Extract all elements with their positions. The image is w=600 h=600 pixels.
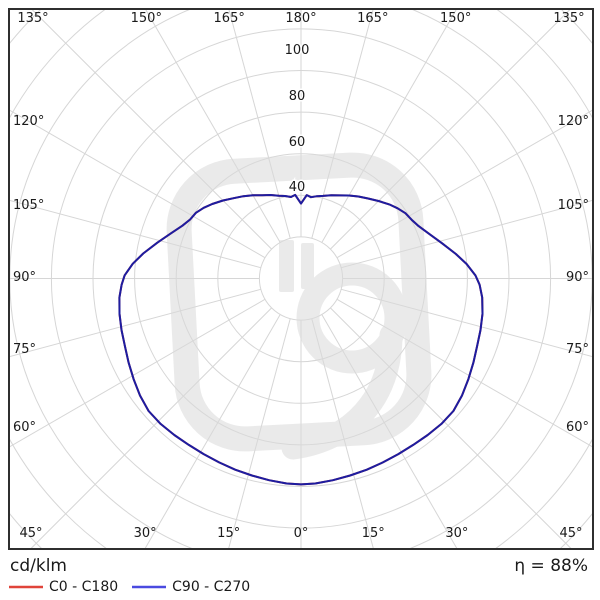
intensity-curves <box>118 193 484 486</box>
watermark-tail <box>281 323 403 460</box>
grid-radial-line <box>144 314 281 548</box>
angle-label: 135° <box>17 11 48 26</box>
grid-radial-line <box>228 318 291 548</box>
angle-label: 60° <box>566 420 589 435</box>
grid-radial-line <box>10 298 266 448</box>
angle-label: 45° <box>19 526 42 541</box>
angle-label: 180° <box>285 11 316 26</box>
angle-label: 40 <box>289 180 306 195</box>
legend-item-c0-c180: C0 - C180 <box>8 579 118 595</box>
angle-label: 165° <box>357 11 388 26</box>
angle-label: 80 <box>289 89 306 104</box>
grid-radial-line <box>321 314 458 548</box>
watermark-ring <box>296 262 408 374</box>
grid-radial-line <box>330 10 571 250</box>
legend-label-c90-c270: C90 - C270 <box>172 579 251 595</box>
axis-labels: 135° 150° 165° 180° 165° 150° 135° 45° 30° 15° 0° 1… <box>13 11 589 541</box>
legend-blue-line-icon <box>132 585 167 589</box>
grid-radial-line <box>336 109 592 259</box>
legend-red-line-icon <box>9 585 43 589</box>
grid-radial-line <box>145 10 281 243</box>
grid-radial-line <box>311 318 374 548</box>
angle-label: 120° <box>13 114 44 129</box>
angle-label: 15° <box>217 526 240 541</box>
legend: C0 - C180 C90 - C270 <box>8 579 263 595</box>
angle-label: 75° <box>13 342 36 357</box>
angle-label: 75° <box>566 342 589 357</box>
angle-label: 30° <box>445 526 468 541</box>
angle-label: 120° <box>558 114 589 129</box>
unit-label: cd/klm <box>10 556 67 576</box>
watermark-bar <box>279 240 294 292</box>
angle-label: 90° <box>13 270 36 285</box>
angle-label: 100 <box>285 43 310 58</box>
legend-label-c0-c180: C0 - C180 <box>49 579 119 595</box>
grid-radial-line <box>31 10 272 250</box>
grid-radial-line <box>10 109 266 259</box>
watermark-bar <box>301 243 314 289</box>
angle-label: 0° <box>294 526 309 541</box>
angle-label: 105° <box>13 198 44 213</box>
watermark-logo <box>166 152 432 460</box>
grid-radial-line <box>321 10 457 243</box>
angle-label: 90° <box>566 270 589 285</box>
angle-label: 15° <box>362 526 385 541</box>
angle-label: 150° <box>131 11 162 26</box>
angle-label: 105° <box>558 198 589 213</box>
grid-radial-line <box>30 307 272 548</box>
angle-label: 165° <box>214 11 245 26</box>
chart-frame <box>8 8 594 550</box>
angle-label: 60 <box>289 135 306 150</box>
angle-label: 45° <box>559 526 582 541</box>
angle-label: 150° <box>440 11 471 26</box>
angle-label: 60° <box>13 420 36 435</box>
efficiency-label: η = 88% <box>514 556 588 576</box>
grid-radial-line <box>10 288 261 358</box>
angle-label: 135° <box>553 11 584 26</box>
angle-label: 30° <box>134 526 157 541</box>
curve-c90-c270 <box>118 193 484 486</box>
legend-item-c90-c270: C90 - C270 <box>131 579 250 595</box>
